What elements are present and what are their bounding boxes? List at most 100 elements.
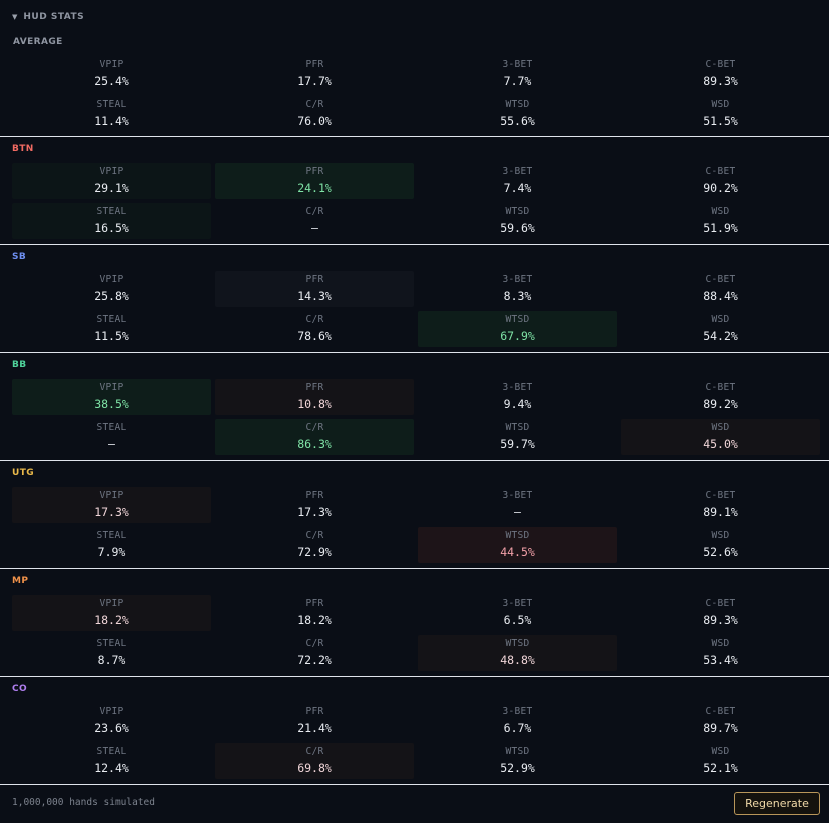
stat-value: 52.1% [703,761,738,775]
stat-label: 3-BET [502,706,533,717]
stat-cell-bb-steal: STEAL — [12,419,211,455]
stat-label: WTSD [505,746,530,757]
stat-label: VPIP [99,59,124,70]
section-title-btn: BTN [12,144,34,154]
stat-label: VPIP [99,274,124,285]
section-title-average: AVERAGE [13,37,63,47]
stat-value: 48.8% [500,653,535,667]
stat-value: 55.6% [500,114,535,128]
stat-label: WTSD [505,206,530,217]
hud-stats-toggle[interactable]: ▼ HUD STATS [12,10,84,24]
section-title-bb: BB [12,360,27,370]
stat-value: — [514,505,521,519]
stat-cell-co-pfr: PFR 21.4% [215,703,414,739]
stat-value: 8.3% [503,289,532,303]
stat-value: 45.0% [703,437,738,451]
stat-label: WTSD [505,99,530,110]
stat-label: VPIP [99,706,124,717]
stat-label: VPIP [99,166,124,177]
stat-label: WSD [711,99,730,110]
section-title-co: CO [12,684,28,694]
section-title-sb: SB [12,252,27,262]
stat-label: WSD [711,422,730,433]
stat-value: 72.9% [297,545,332,559]
stat-label: C/R [305,530,324,541]
stat-label: PFR [305,382,324,393]
stat-cell-average-pfr: PFR 17.7% [215,56,414,92]
stat-label: WSD [711,530,730,541]
stat-value: — [108,437,115,451]
stat-label: C/R [305,746,324,757]
section-mp: MP VPIP 18.2% PFR 18.2% 3-BET 6.5% C-BET 89.3% ST… [0,568,829,677]
stat-cell-mp-vpip: VPIP 18.2% [12,595,211,631]
stat-label: PFR [305,598,324,609]
stat-label: C-BET [705,166,736,177]
stat-cell-btn-3bet: 3-BET 7.4% [418,163,617,199]
stat-cell-mp-cbet: C-BET 89.3% [621,595,820,631]
stat-value: 9.4% [503,397,532,411]
stat-value: 11.4% [94,114,129,128]
stat-cell-bb-wtsd: WTSD 59.7% [418,419,617,455]
section-sb: SB VPIP 25.8% PFR 14.3% 3-BET 8.3% C-BET 88.4% ST… [0,244,829,353]
stat-value: 67.9% [500,329,535,343]
stat-value: 52.9% [500,761,535,775]
stat-value: 53.4% [703,653,738,667]
stat-label: WTSD [505,314,530,325]
stat-cell-utg-3bet: 3-BET — [418,487,617,523]
stat-value: 89.3% [703,74,738,88]
stat-label: 3-BET [502,598,533,609]
stat-cell-mp-wtsd: WTSD 48.8% [418,635,617,671]
stat-cell-sb-3bet: 3-BET 8.3% [418,271,617,307]
stat-value: 89.3% [703,613,738,627]
stat-label: STEAL [96,314,127,325]
stat-value: 6.5% [503,613,532,627]
stat-label: WSD [711,314,730,325]
regenerate-button[interactable]: Regenerate [734,792,820,815]
stat-label: WTSD [505,638,530,649]
stat-value: 8.7% [97,653,126,667]
stat-cell-bb-cr: C/R 86.3% [215,419,414,455]
stat-label: C/R [305,99,324,110]
stat-value: 76.0% [297,114,332,128]
stat-cell-btn-wtsd: WTSD 59.6% [418,203,617,239]
stat-value: 89.2% [703,397,738,411]
footer: 1,000,000 hands simulated Regenerate [0,784,829,823]
stat-cell-sb-cr: C/R 78.6% [215,311,414,347]
stat-cell-bb-3bet: 3-BET 9.4% [418,379,617,415]
stat-cell-btn-cbet: C-BET 90.2% [621,163,820,199]
stat-cell-average-steal: STEAL 11.4% [12,96,211,132]
stat-cell-bb-cbet: C-BET 89.2% [621,379,820,415]
stat-value: 24.1% [297,181,332,195]
stat-label: VPIP [99,598,124,609]
stat-value: 52.6% [703,545,738,559]
stat-value: 29.1% [94,181,129,195]
stat-label: PFR [305,706,324,717]
stat-value: 89.7% [703,721,738,735]
stat-value: 78.6% [297,329,332,343]
stat-cell-sb-wtsd: WTSD 67.9% [418,311,617,347]
stat-cell-mp-pfr: PFR 18.2% [215,595,414,631]
stat-cell-utg-cbet: C-BET 89.1% [621,487,820,523]
stat-label: C-BET [705,274,736,285]
stat-value: 38.5% [94,397,129,411]
stat-label: PFR [305,274,324,285]
stat-value: 89.1% [703,505,738,519]
stat-value: 86.3% [297,437,332,451]
stat-cell-average-wtsd: WTSD 55.6% [418,96,617,132]
stat-value: 44.5% [500,545,535,559]
stat-cell-mp-wsd: WSD 53.4% [621,635,820,671]
stat-label: C-BET [705,598,736,609]
stat-value: 6.7% [503,721,532,735]
stat-value: 7.7% [503,74,532,88]
stat-label: WTSD [505,422,530,433]
stat-value: 17.3% [297,505,332,519]
stat-value: 69.8% [297,761,332,775]
hands-simulated-text: 1,000,000 hands simulated [12,797,155,808]
stat-value: 10.8% [297,397,332,411]
stat-value: 11.5% [94,329,129,343]
stat-cell-bb-wsd: WSD 45.0% [621,419,820,455]
stat-label: C-BET [705,490,736,501]
stat-cell-co-wtsd: WTSD 52.9% [418,743,617,779]
section-utg: UTG VPIP 17.3% PFR 17.3% 3-BET — C-BET 89.1% STEA… [0,460,829,569]
